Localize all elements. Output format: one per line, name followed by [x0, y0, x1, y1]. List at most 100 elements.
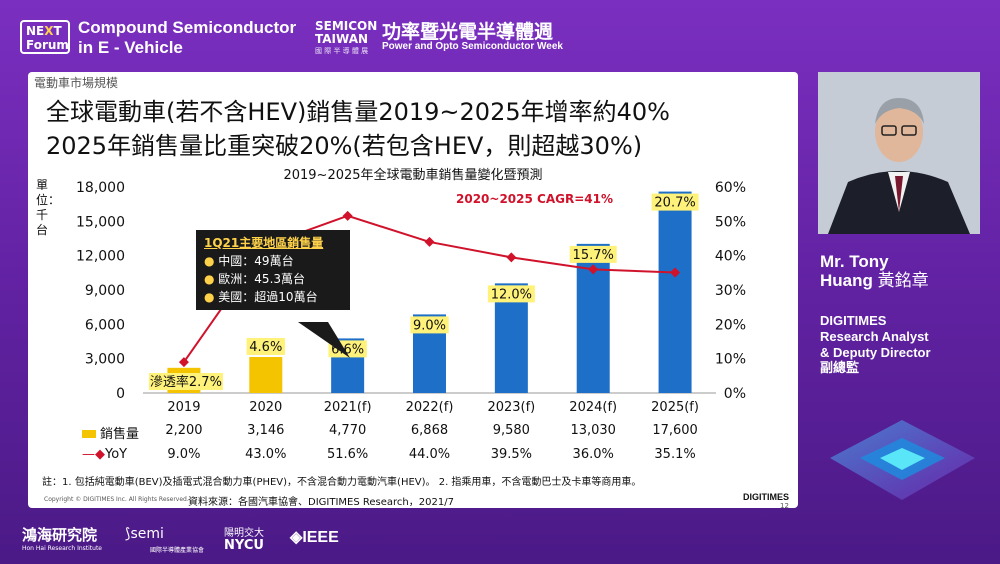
bar-label-bg: [410, 316, 449, 334]
x-tick-label: 2021(f): [324, 400, 372, 415]
speaker-role: DIGITIMES Research Analyst & Deputy Dire…: [820, 313, 931, 376]
presentation-slide: 電動車市場規模 全球電動車(若不含HEV)銷售量2019~2025年增率約40%…: [28, 72, 798, 508]
y2-tick-label: 20%: [715, 317, 746, 333]
y2-tick-label: 50%: [715, 214, 746, 230]
legend-sales: 銷售量: [82, 423, 139, 442]
yoy-cell: 51.6%: [326, 447, 369, 462]
bar-label-bg: [246, 337, 285, 355]
bar-label: 15.7%: [573, 248, 614, 263]
yoy-point: [506, 252, 517, 263]
copyright: Copyright © DIGITIMES Inc. All Rights Re…: [44, 496, 189, 503]
y-tick-label: 15,000: [76, 214, 125, 230]
sales-cell: 3,146: [247, 423, 285, 438]
nycu-cn: 陽明交大: [224, 528, 264, 539]
sales-cell: 13,030: [570, 423, 616, 438]
forum-title-line2: in E - Vehicle: [78, 38, 183, 57]
sales-cell: 2,200: [165, 423, 203, 438]
sales-bar: [249, 356, 283, 393]
data-source: 資料來源：各國汽車協會、DIGITIMES Research，2021/7: [188, 497, 454, 508]
semi-icon: ⟆: [125, 526, 131, 542]
x-tick-label: 2023(f): [487, 400, 535, 415]
bar-label: 滲透率2.7%: [150, 374, 222, 390]
semi-sub: 國際半導體產業協會: [150, 547, 205, 554]
sales-cell: 4,770: [329, 423, 367, 438]
digitimes-logo: DIGITIMES: [743, 492, 790, 502]
y2-tick-label: 30%: [715, 283, 746, 299]
region-sales-callout: 1Q21主要地區銷售量 ● 中國：49萬台 ● 歐洲：45.3萬台 ● 美國：超…: [196, 230, 350, 310]
y-tick-label: 9,000: [85, 283, 125, 299]
yoy-cell: 35.1%: [654, 447, 696, 462]
chip-graphic-icon: [830, 420, 975, 500]
x-tick-label: 2022(f): [406, 400, 454, 415]
callout-item: ● 中國：49萬台: [204, 254, 294, 268]
yoy-point: [342, 210, 353, 221]
yoy-cell: 9.0%: [167, 447, 201, 462]
ieee-diamond-icon: ◈: [290, 529, 303, 546]
y2-tick-label: 40%: [715, 249, 746, 265]
week-title-en: Power and Opto Semiconductor Week: [382, 41, 563, 52]
yoy-cell: 36.0%: [572, 447, 614, 462]
bar-label-bg: [651, 193, 699, 211]
y-tick-label: 12,000: [76, 249, 125, 265]
slide-tag: 電動車市場規模: [34, 76, 119, 90]
sales-bar: [658, 191, 692, 393]
semicon-logo: SEMICON TAIWAN 國 際 半 導 體 展: [315, 20, 377, 56]
callout-title: 1Q21主要地區銷售量: [204, 236, 324, 250]
sales-cell: 6,868: [410, 423, 449, 438]
footnote: 註：1. 包括純電動車(BEV)及插電式混合動力車(PHEV)，不含混合動力電動…: [42, 477, 642, 488]
bar-label: 4.6%: [249, 340, 282, 355]
bar-label: 20.7%: [654, 196, 695, 211]
callout-item: ● 美國：超過10萬台: [204, 290, 318, 304]
bar-label: 12.0%: [491, 287, 532, 302]
x-tick-label: 2019: [167, 400, 200, 415]
yoy-point: [178, 357, 189, 368]
y-tick-label: 3,000: [85, 352, 125, 368]
sales-swatch-icon: [82, 430, 96, 438]
semi-logo: ⟆semi: [125, 526, 164, 542]
chart-title: 2019~2025年全球電動車銷售量變化暨預測: [283, 168, 543, 183]
bar-label: 9.0%: [413, 318, 446, 333]
x-tick-label: 2025(f): [651, 400, 699, 415]
footer-sponsors: 鴻海研究院 Hon Hai Research Institute ⟆semi 國…: [0, 514, 1000, 564]
y-tick-label: 0: [116, 386, 125, 402]
yoy-point: [670, 267, 681, 278]
speaker-portrait-icon: [818, 72, 980, 234]
yoy-cell: 39.5%: [490, 447, 532, 462]
yoy-point: [424, 236, 435, 247]
logo-text-t: T: [53, 24, 62, 38]
sales-cell: 17,600: [652, 423, 698, 438]
nycu-logo: NYCU: [224, 538, 264, 553]
week-title-cn: 功率暨光電半導體週: [382, 21, 554, 43]
forum-title: Compound Semiconductor in E - Vehicle: [78, 18, 296, 58]
slide-headline-1: 全球電動車(若不含HEV)銷售量2019~2025年增率約40%: [46, 98, 670, 126]
yoy-cell: 43.0%: [245, 447, 287, 462]
ieee-logo: ◈IEEE: [290, 529, 339, 546]
logo-forum: Forum: [26, 38, 69, 52]
semicon-line1: SEMICON: [315, 19, 378, 33]
yoy-marker-icon: —◆: [82, 447, 105, 462]
x-tick-label: 2020: [249, 400, 282, 415]
cagr-annotation: 2020~2025 CAGR=41%: [456, 192, 613, 206]
legend-yoy: —◆YoY: [82, 447, 128, 462]
next-forum-logo: NEXT Forum: [20, 20, 70, 54]
honhai-en: Hon Hai Research Institute: [22, 545, 103, 552]
y-tick-label: 6,000: [85, 317, 125, 333]
slide-headline-2: 2025年銷售量比重突破20%(若包含HEV，則超越30%): [46, 132, 643, 160]
yoy-cell: 44.0%: [408, 447, 451, 462]
y2-tick-label: 60%: [715, 180, 746, 196]
bar-label-bg: [569, 245, 617, 263]
y-tick-label: 18,000: [76, 180, 125, 196]
callout-item: ● 歐洲：45.3萬台: [204, 272, 306, 286]
yoy-point: [588, 264, 599, 275]
honhai-logo: 鴻海研究院: [22, 526, 98, 544]
y2-tick-label: 10%: [715, 352, 746, 368]
x-tick-label: 2024(f): [569, 400, 617, 415]
bar-label-bg: [487, 285, 535, 303]
logo-text: NE: [26, 24, 45, 38]
semicon-line2: TAIWAN: [315, 32, 369, 46]
y2-tick-label: 0%: [724, 386, 746, 402]
speaker-video: [818, 72, 980, 234]
logo-x: X: [44, 24, 54, 38]
sales-cell: 9,580: [492, 423, 530, 438]
sales-chart: 18,000 15,000 12,000 9,000 6,000 3,000 0 60% 50%…: [76, 180, 746, 415]
